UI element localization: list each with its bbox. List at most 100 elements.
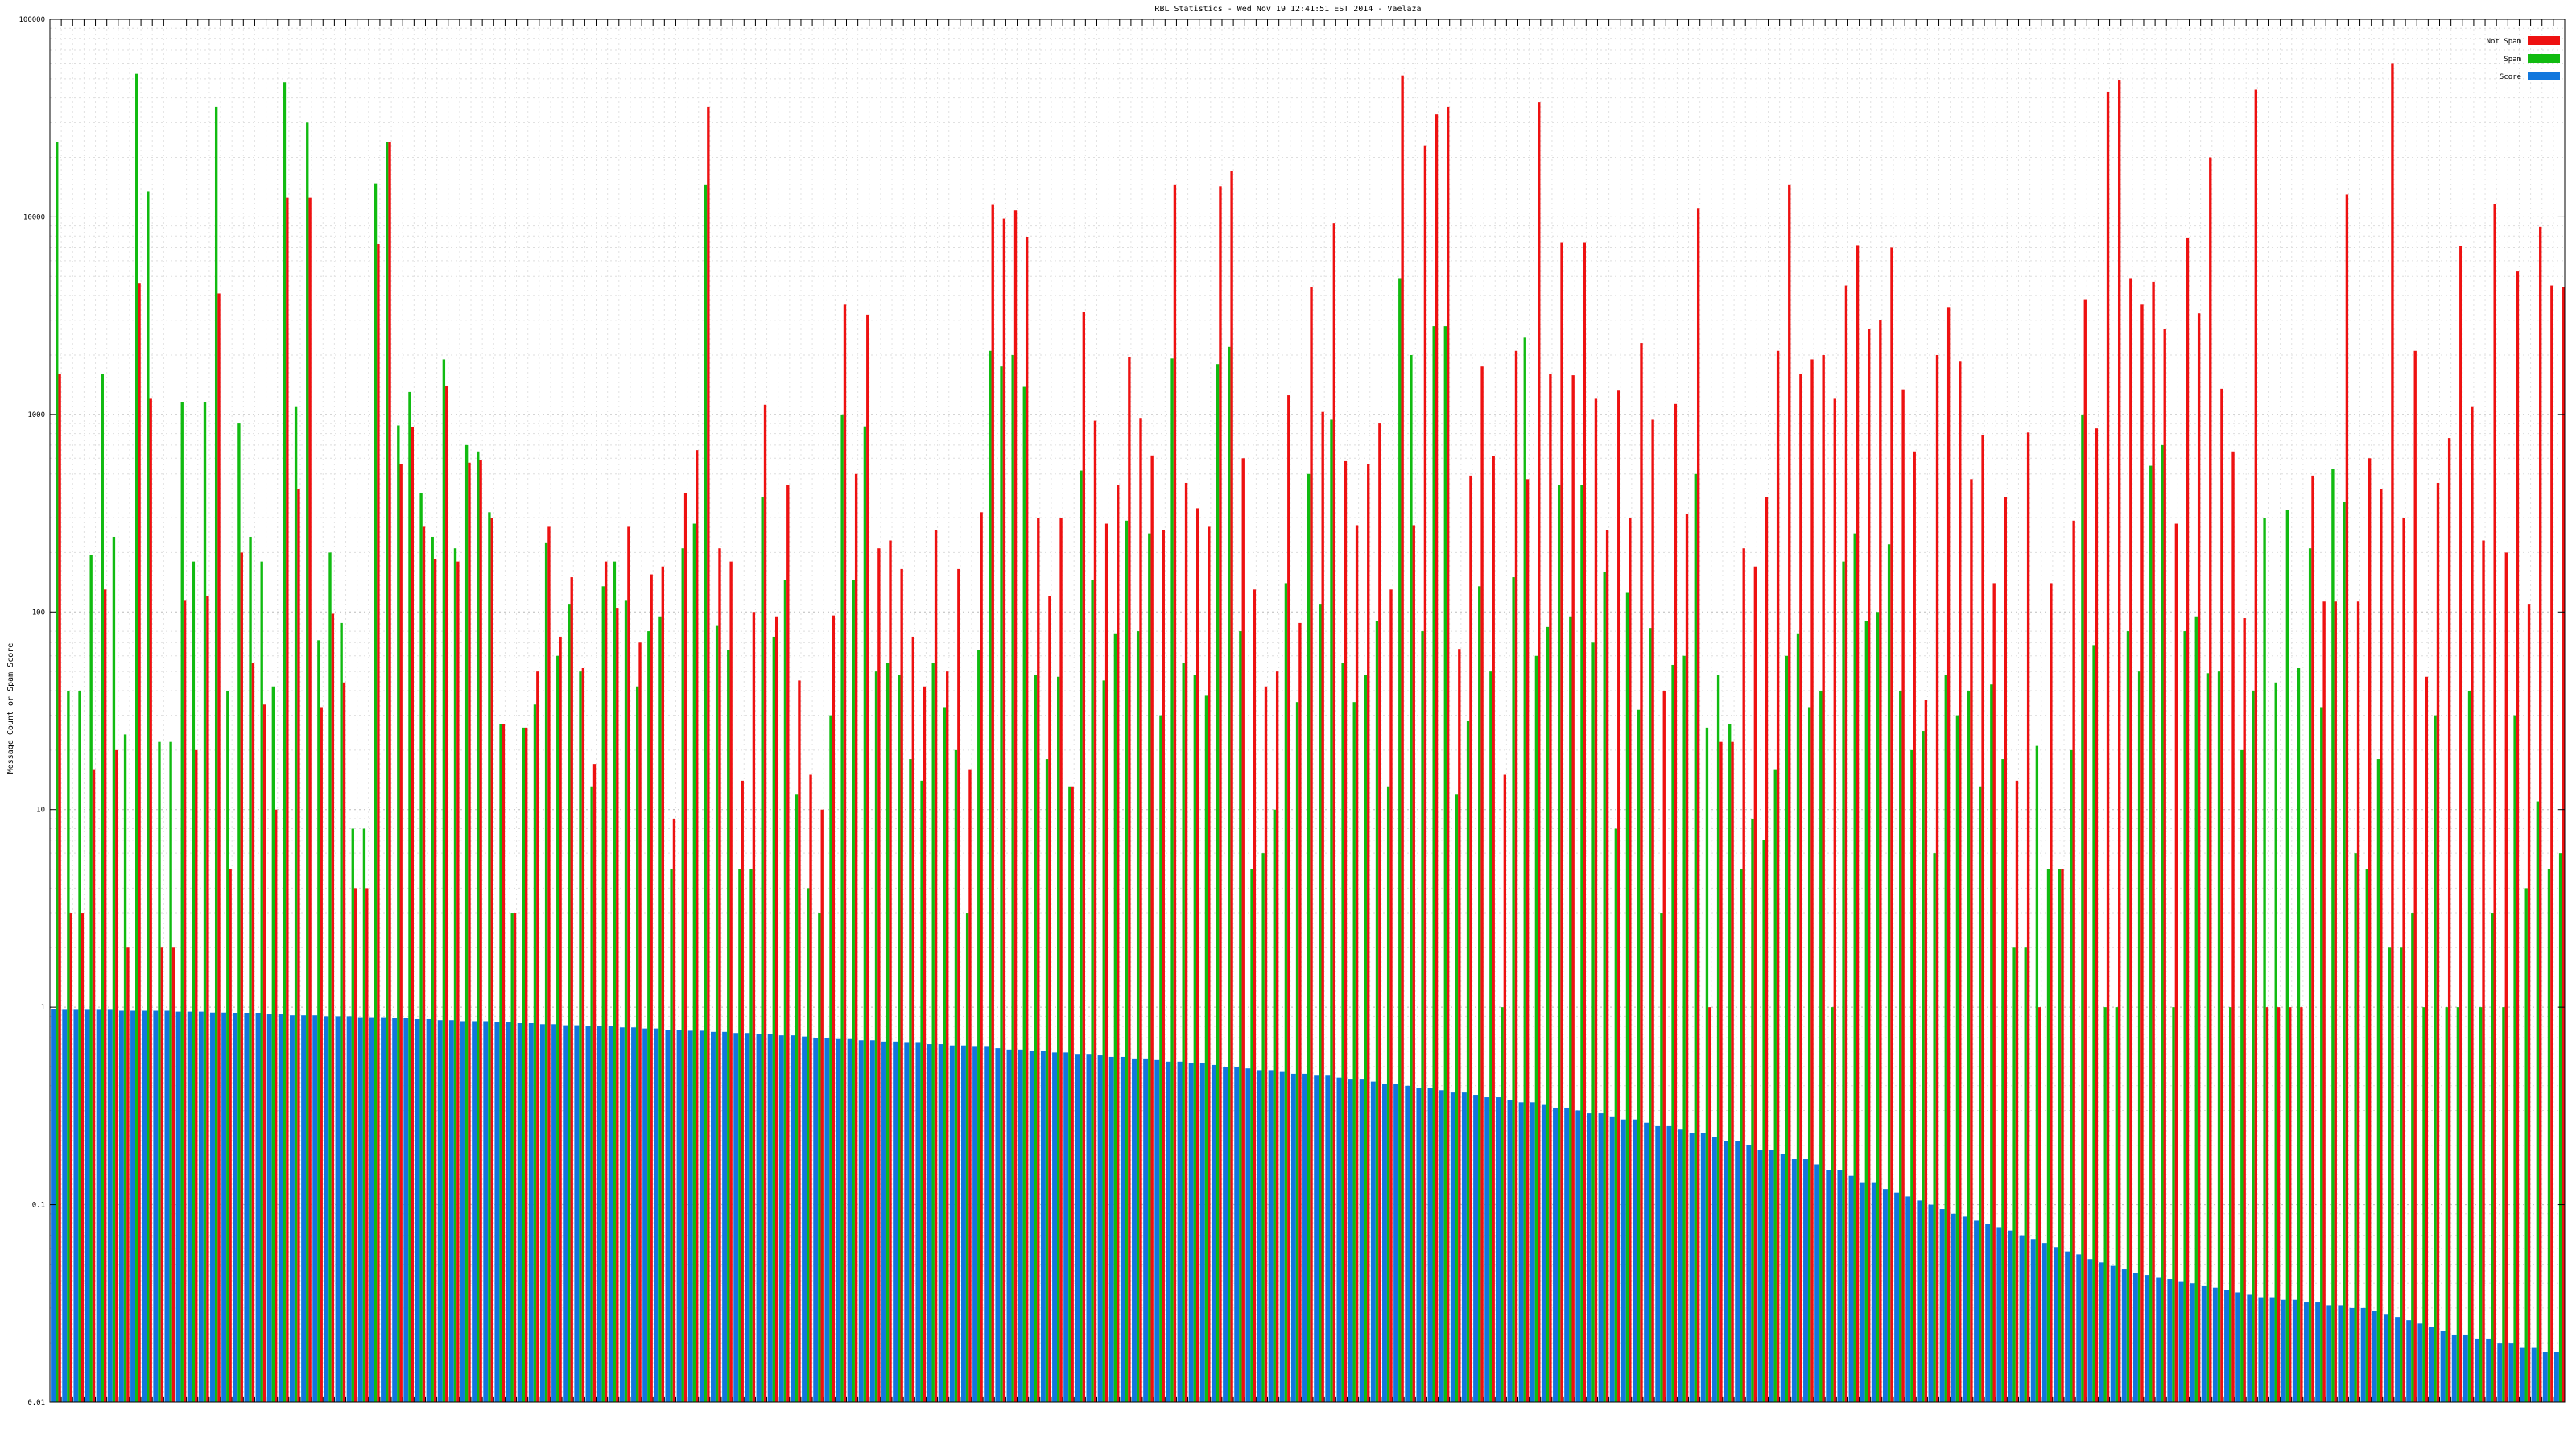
score-bar (2121, 1269, 2127, 1402)
not-spam-bar (934, 530, 938, 1402)
not-spam-bar (536, 671, 539, 1402)
score-bar (778, 1035, 784, 1402)
score-bar (2338, 1305, 2343, 1402)
spam-bar (1022, 386, 1026, 1402)
not-spam-bar (1776, 350, 1780, 1402)
not-spam-bar (251, 663, 255, 1402)
spam-bar (431, 536, 434, 1403)
spam-bar (544, 542, 548, 1402)
spam-bar (1728, 724, 1732, 1402)
score-bar (1450, 1092, 1455, 1402)
score-bar (1336, 1077, 1342, 1402)
spam-bar (1899, 690, 1902, 1402)
score-bar (2076, 1254, 2082, 1402)
score-bar (1223, 1067, 1228, 1402)
spam-bar (2126, 631, 2130, 1402)
not-spam-bar (1412, 525, 1415, 1402)
not-spam-bar (2436, 482, 2440, 1402)
spam-bar (1364, 675, 1368, 1402)
not-spam-bar (638, 642, 642, 1402)
spam-bar (2491, 913, 2494, 1402)
not-spam-bar (1594, 398, 1598, 1402)
not-spam-bar (1538, 102, 1541, 1403)
score-bar (1724, 1141, 1729, 1402)
spam-bar (647, 631, 650, 1402)
not-spam-bar (2231, 451, 2235, 1402)
score-bar (1245, 1068, 1251, 1402)
spam-bar (397, 425, 400, 1402)
spam-bar (829, 715, 832, 1402)
spam-bar (78, 690, 81, 1402)
not-spam-bar (1093, 420, 1097, 1403)
not-spam-bar (1810, 359, 1814, 1402)
not-spam-bar (513, 913, 517, 1402)
score-bar (1359, 1079, 1364, 1402)
score-bar (1427, 1088, 1433, 1402)
not-spam-bar (1310, 287, 1313, 1402)
spam-bar (2035, 745, 2039, 1402)
score-bar (2315, 1302, 2321, 1402)
not-spam-bar (1162, 530, 1165, 1402)
score-bar (142, 1010, 147, 1402)
not-spam-bar (1935, 354, 1939, 1402)
spam-bar (1944, 675, 1947, 1402)
not-spam-bar (980, 512, 983, 1402)
score-bar (1917, 1200, 1922, 1402)
spam-bar (989, 350, 992, 1402)
not-spam-bar (2447, 438, 2451, 1402)
not-spam-bar (1344, 460, 1348, 1402)
not-spam-bar (275, 809, 278, 1402)
not-spam-bar (297, 489, 300, 1402)
not-spam-bar (729, 561, 733, 1402)
not-spam-bar (1583, 242, 1586, 1403)
score-bar (198, 1011, 204, 1402)
not-spam-bar (2163, 328, 2166, 1402)
not-spam-bar (2209, 157, 2212, 1402)
score-bar (1575, 1110, 1581, 1402)
not-spam-bar (353, 888, 357, 1402)
spam-bar (158, 741, 161, 1402)
not-spam-bar (422, 526, 426, 1402)
score-bar (2281, 1299, 2286, 1402)
spam-bar (2479, 1007, 2483, 1402)
spam-bar (727, 650, 730, 1402)
not-spam-bar (1970, 479, 1973, 1402)
score-bar (1882, 1189, 1888, 1402)
spam-bar (1979, 786, 1982, 1402)
score-bar (1620, 1119, 1626, 1402)
not-spam-bar (627, 526, 630, 1402)
spam-bar (1410, 354, 1413, 1402)
score-bar (1996, 1227, 2002, 1402)
not-spam-bar (1264, 686, 1268, 1402)
spam-bar (1273, 809, 1276, 1402)
spam-bar (1421, 631, 1424, 1402)
not-spam-bar (1367, 464, 1370, 1403)
spam-bar (237, 423, 241, 1402)
spam-bar (886, 663, 890, 1402)
spam-bar (1148, 533, 1151, 1402)
spam-bar (1762, 840, 1765, 1402)
spam-bar (1284, 583, 1288, 1402)
not-spam-bar (1708, 1007, 1711, 1402)
score-bar (2247, 1294, 2252, 1402)
spam-bar (704, 184, 708, 1403)
not-spam-bar (581, 667, 585, 1402)
score-bar (893, 1041, 898, 1402)
score-bar (2553, 1352, 2559, 1402)
score-bar (1314, 1075, 1319, 1402)
not-spam-bar (616, 608, 619, 1402)
y-tick-label: 10000 (23, 213, 45, 221)
spam-bar (601, 586, 605, 1402)
spam-bar (2081, 414, 2084, 1402)
not-spam-bar (2095, 428, 2099, 1403)
score-bar (1985, 1224, 1991, 1402)
score-bar (221, 1012, 227, 1402)
score-bar (1279, 1071, 1285, 1402)
not-spam-bar (661, 566, 664, 1402)
not-spam-bar (160, 947, 164, 1402)
spam-bar (2103, 1007, 2107, 1402)
spam-bar (1319, 604, 1322, 1402)
score-bar (597, 1026, 602, 1402)
score-bar (130, 1010, 136, 1402)
